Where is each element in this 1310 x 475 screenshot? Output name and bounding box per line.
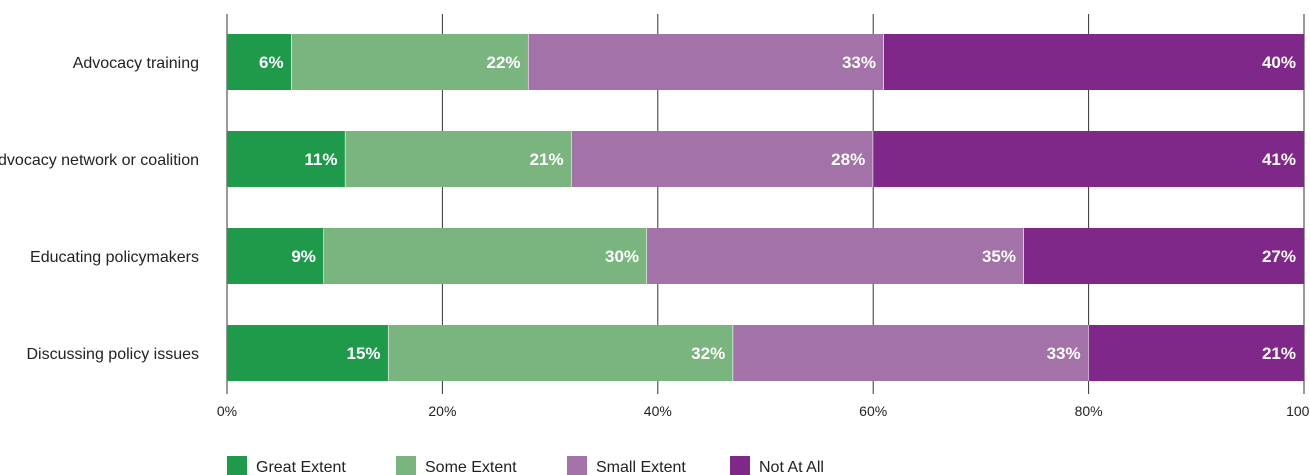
data-label-great-extent-discussing-policy-issues: 15% — [347, 344, 381, 363]
bar-not-at-all-educating-policymakers — [1023, 228, 1304, 284]
x-tick-label: 40% — [644, 403, 672, 419]
legend-label-some-extent: Some Extent — [425, 459, 517, 475]
bar-some-extent-advocacy-network-or-coalition — [345, 131, 572, 187]
data-label-some-extent-advocacy-training: 22% — [487, 53, 521, 72]
data-label-not-at-all-discussing-policy-issues: 21% — [1262, 344, 1296, 363]
bar-not-at-all-discussing-policy-issues — [1088, 325, 1304, 381]
data-label-some-extent-advocacy-network-or-coalition: 21% — [530, 150, 564, 169]
legend-swatch-some-extent — [396, 456, 416, 475]
category-label-educating-policymakers: Educating policymakers — [30, 249, 199, 266]
bar-great-extent-educating-policymakers — [227, 228, 324, 284]
legend-label-small-extent: Small Extent — [596, 459, 686, 475]
bar-small-extent-educating-policymakers — [647, 228, 1024, 284]
x-tick-label: 60% — [859, 403, 887, 419]
category-label-discussing-policy-issues: Discussing policy issues — [26, 346, 199, 363]
data-label-small-extent-educating-policymakers: 35% — [982, 247, 1016, 266]
x-tick-label: 100% — [1286, 403, 1310, 419]
bar-small-extent-advocacy-training — [528, 34, 884, 90]
legend-swatch-great-extent — [227, 456, 247, 475]
x-axis-ticks: 0% 20% 40% 60% 80% 100% — [217, 403, 1310, 419]
bar-some-extent-advocacy-training — [291, 34, 529, 90]
data-label-great-extent-educating-policymakers: 9% — [291, 247, 316, 266]
legend-label-not-at-all: Not At All — [759, 459, 824, 475]
data-label-some-extent-discussing-policy-issues: 32% — [691, 344, 725, 363]
bar-some-extent-discussing-policy-issues — [388, 325, 734, 381]
category-labels: Advocacy training Advocacy network or coa… — [0, 55, 199, 363]
bars: 6% 22% 33% 40% 11% 21% 28% 41% 9% 30% 35% 27% 15% 32%… — [227, 34, 1304, 381]
data-label-not-at-all-advocacy-training: 40% — [1262, 53, 1296, 72]
bar-not-at-all-advocacy-training — [883, 34, 1304, 90]
bar-small-extent-advocacy-network-or-coalition — [571, 131, 874, 187]
legend-swatch-small-extent — [567, 456, 587, 475]
category-label-advocacy-training: Advocacy training — [73, 55, 199, 72]
x-tick-label: 0% — [217, 403, 237, 419]
data-label-small-extent-advocacy-network-or-coalition: 28% — [831, 150, 865, 169]
bar-not-at-all-advocacy-network-or-coalition — [873, 131, 1304, 187]
bar-great-extent-advocacy-training — [227, 34, 292, 90]
legend: Great Extent Some Extent Small Extent Not A… — [227, 456, 824, 475]
bar-great-extent-discussing-policy-issues — [227, 325, 389, 381]
data-label-great-extent-advocacy-training: 6% — [259, 53, 284, 72]
bar-great-extent-advocacy-network-or-coalition — [227, 131, 346, 187]
x-tick-label: 80% — [1075, 403, 1103, 419]
x-tick-label: 20% — [428, 403, 456, 419]
data-label-some-extent-educating-policymakers: 30% — [605, 247, 639, 266]
data-label-great-extent-advocacy-network-or-coalition: 11% — [304, 150, 337, 169]
legend-label-great-extent: Great Extent — [256, 459, 346, 475]
bar-some-extent-educating-policymakers — [323, 228, 648, 284]
category-label-advocacy-network-or-coalition: Advocacy network or coalition — [0, 152, 199, 169]
bar-small-extent-discussing-policy-issues — [733, 325, 1089, 381]
data-label-small-extent-advocacy-training: 33% — [842, 53, 876, 72]
data-label-not-at-all-advocacy-network-or-coalition: 41% — [1262, 150, 1296, 169]
legend-swatch-not-at-all — [730, 456, 750, 475]
data-label-small-extent-discussing-policy-issues: 33% — [1047, 344, 1081, 363]
data-label-not-at-all-educating-policymakers: 27% — [1262, 247, 1296, 266]
